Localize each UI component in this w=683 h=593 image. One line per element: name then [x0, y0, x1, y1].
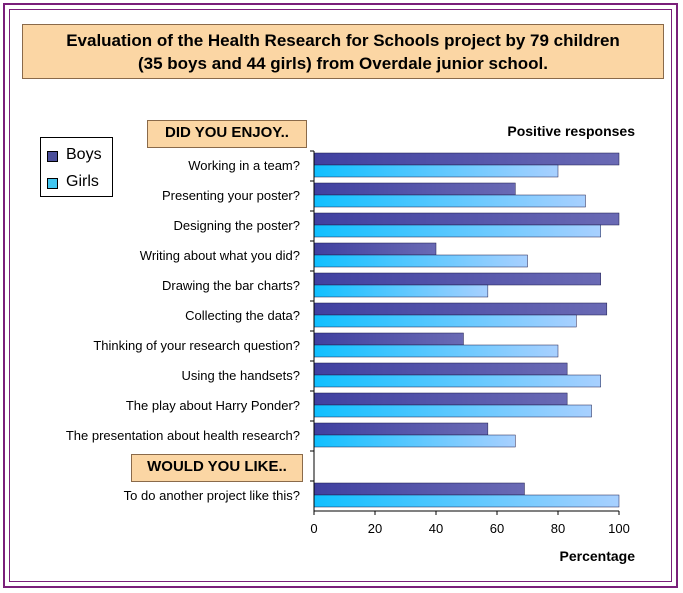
bar-girls-3: [313, 254, 528, 268]
bar-girls-4: [313, 284, 489, 298]
category-label-3: Writing about what you did?: [140, 248, 300, 263]
bar-girls-8: [313, 404, 592, 418]
inner-frame: [9, 9, 672, 582]
category-label-8: The play about Harry Ponder?: [126, 398, 300, 413]
bar-boys-0: [313, 152, 620, 166]
section-label-did-you-enjoy: DID YOU ENJOY..: [147, 120, 307, 148]
bar-boys-9: [313, 422, 489, 436]
bar-girls-11: [313, 494, 620, 508]
bar-boys-2: [313, 212, 620, 226]
x-tick-label-100: 100: [608, 521, 630, 536]
bar-boys-3: [313, 242, 437, 256]
category-label-7: Using the handsets?: [181, 368, 300, 383]
category-label-9: The presentation about health research?: [66, 428, 300, 443]
chart-title-box: Evaluation of the Health Research for Sc…: [22, 24, 664, 79]
bar-boys-4: [313, 272, 601, 286]
x-tick-label-60: 60: [490, 521, 504, 536]
legend-swatch-boys: [47, 151, 58, 162]
bar-boys-8: [313, 392, 568, 406]
category-label-0: Working in a team?: [188, 158, 300, 173]
bar-boys-1: [313, 182, 516, 196]
chart-title-line-2: (35 boys and 44 girls) from Overdale jun…: [138, 54, 548, 73]
bar-boys-6: [313, 332, 464, 346]
category-label-1: Presenting your poster?: [162, 188, 300, 203]
legend-label-girls: Girls: [66, 173, 99, 190]
section-label-would-you-like: WOULD YOU LIKE..: [131, 454, 303, 482]
legend: Boys Girls: [40, 137, 113, 197]
outer-frame: [3, 3, 678, 588]
category-label-4: Drawing the bar charts?: [162, 278, 300, 293]
bar-boys-7: [313, 362, 568, 376]
x-tick-label-80: 80: [551, 521, 565, 536]
bar-girls-6: [313, 344, 559, 358]
legend-swatch-girls: [47, 178, 58, 189]
x-tick-label-40: 40: [429, 521, 443, 536]
bar-boys-5: [313, 302, 608, 316]
category-label-2: Designing the poster?: [174, 218, 300, 233]
chart-subtitle: Positive responses: [507, 123, 635, 139]
bar-girls-7: [313, 374, 601, 388]
bar-girls-1: [313, 194, 586, 208]
bar-girls-0: [313, 164, 559, 178]
category-label-5: Collecting the data?: [185, 308, 300, 323]
chart-title-line-1: Evaluation of the Health Research for Sc…: [66, 31, 620, 50]
bar-girls-5: [313, 314, 577, 328]
bar-girls-9: [313, 434, 516, 448]
x-tick-label-20: 20: [368, 521, 382, 536]
category-label-11: To do another project like this?: [124, 488, 300, 503]
bar-boys-11: [313, 482, 525, 496]
bar-girls-2: [313, 224, 601, 238]
x-axis-title: Percentage: [560, 548, 636, 564]
legend-label-boys: Boys: [66, 146, 102, 163]
x-tick-label-0: 0: [310, 521, 317, 536]
category-label-6: Thinking of your research question?: [93, 338, 300, 353]
